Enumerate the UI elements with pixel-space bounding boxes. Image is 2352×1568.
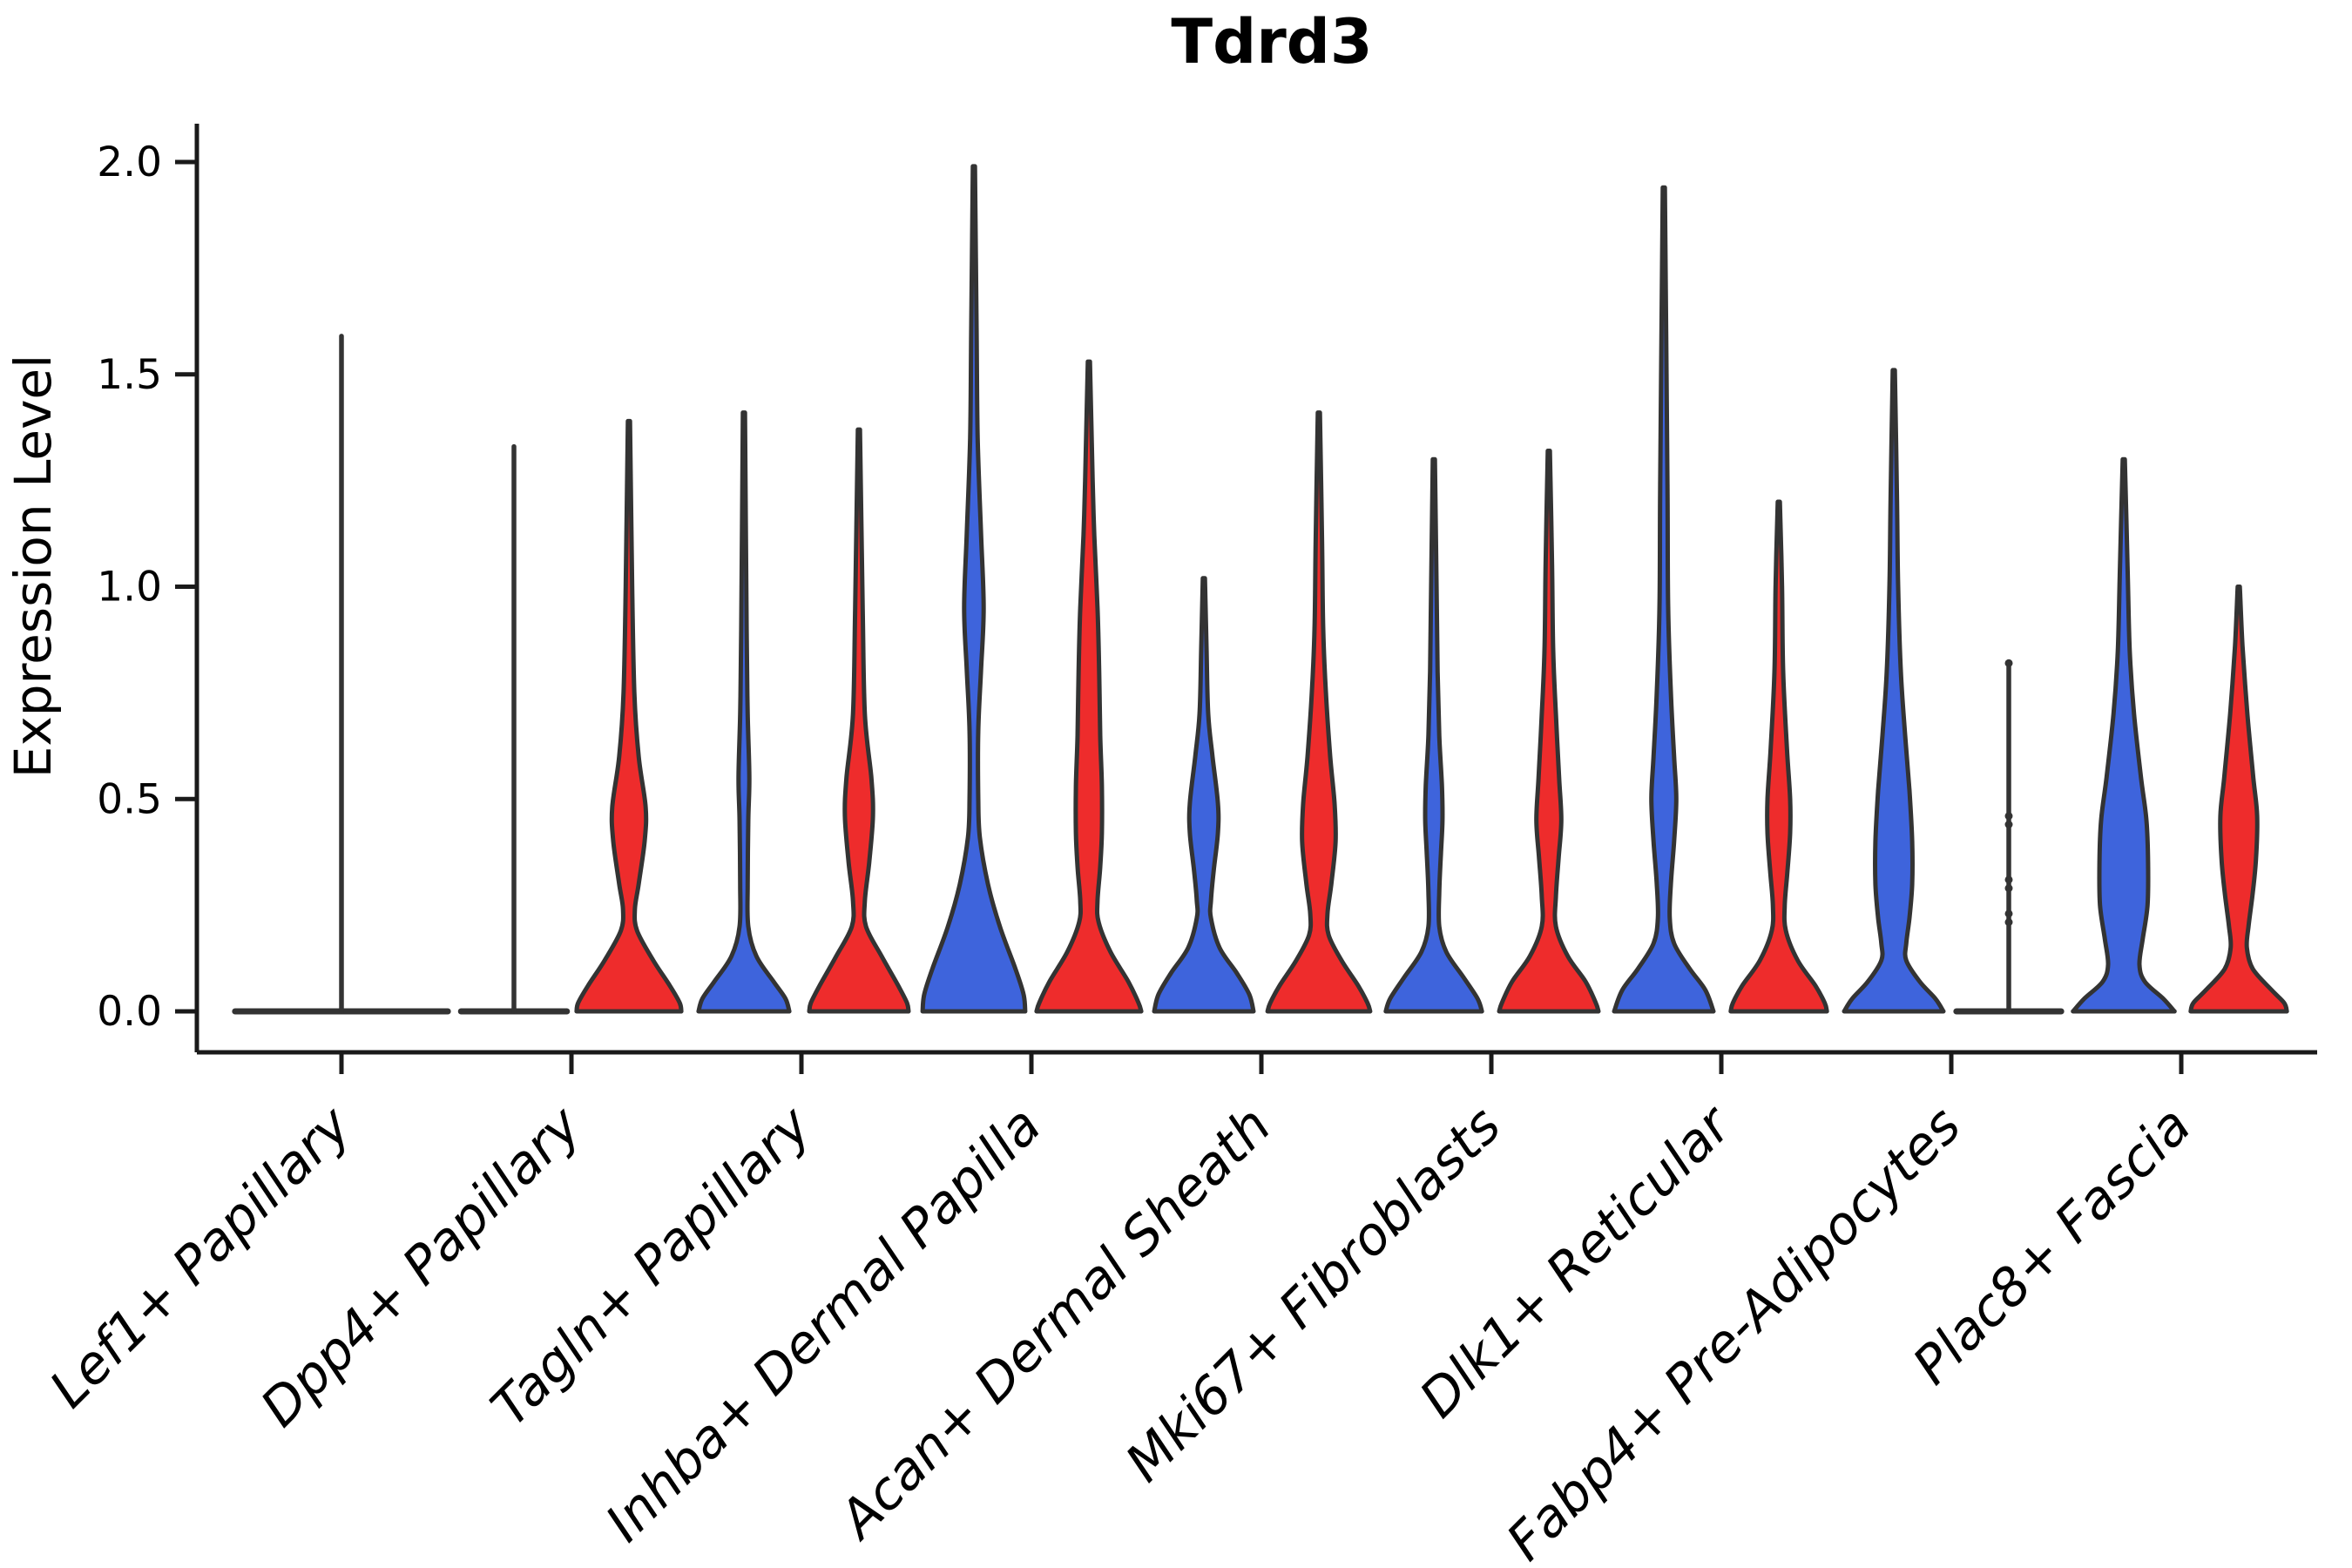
y-tick-label: 1.0: [97, 564, 162, 612]
violin-dlk1-reticular-right: [1728, 499, 1829, 1014]
violin-tagln-papillary-right-shape: [807, 427, 911, 1014]
violin-plac8-fascia-right: [2188, 585, 2289, 1014]
x-tick-label-inhba-dermal-papilla: Inhba+ Dermal Papilla: [594, 1095, 1052, 1553]
violin-inhba-dermal-papilla-left: [920, 164, 1028, 1014]
violin-dlk1-reticular-left-shape: [1612, 185, 1716, 1014]
violin-fabp4-pre-adipocytes-right: [1953, 659, 2065, 1015]
violin-fabp4-pre-adipocytes-right-density-knot: [2004, 909, 2013, 918]
violin-mki67-fibroblasts-right: [1497, 449, 1601, 1014]
violin-fabp4-pre-adipocytes-left-shape: [1842, 368, 1946, 1014]
violin-inhba-dermal-papilla-right-shape: [1034, 359, 1144, 1014]
violin-fabp4-pre-adipocytes-right-density-knot: [2004, 884, 2013, 893]
violin-fabp4-pre-adipocytes-left: [1842, 368, 1946, 1014]
y-tick-label: 1.5: [97, 351, 162, 399]
violin-fabp4-pre-adipocytes-right-density-knot: [2004, 812, 2013, 821]
violin-dlk1-reticular-left: [1612, 185, 1716, 1014]
violin-plac8-fascia-right-shape: [2188, 585, 2289, 1014]
plot-title: Tdrd3: [1171, 6, 1372, 78]
violin-acan-dermal-sheath-left: [1152, 576, 1256, 1014]
violin-acan-dermal-sheath-left-shape: [1152, 576, 1256, 1014]
violin-mki67-fibroblasts-right-shape: [1497, 449, 1601, 1014]
violin-mki67-fibroblasts-left-shape: [1383, 456, 1484, 1014]
violin-inhba-dermal-papilla-right: [1034, 359, 1144, 1014]
x-tick-label-fabp4-pre-adipocytes: Fabp4+ Pre-Adipocytes: [1495, 1095, 1972, 1568]
violin-acan-dermal-sheath-right: [1265, 410, 1373, 1014]
violins-layer: [232, 164, 2289, 1015]
violin-acan-dermal-sheath-right-shape: [1265, 410, 1373, 1014]
violin-fabp4-pre-adipocytes-right-density-knot: [2004, 821, 2013, 828]
violin-inhba-dermal-papilla-left-shape: [920, 164, 1028, 1014]
violin-tagln-papillary-left-shape: [696, 410, 792, 1014]
y-tick-label: 0.0: [97, 988, 162, 1036]
x-tick-label-acan-dermal-sheath: Acan+ Dermal Sheath: [826, 1095, 1283, 1552]
y-axis-label: Expression Level: [3, 355, 63, 778]
x-tick-label-mki67-fibroblasts: Mki67+ Fibroblasts: [1114, 1095, 1513, 1494]
violin-tagln-papillary-left: [696, 410, 792, 1014]
violin-fabp4-pre-adipocytes-right-density-knot: [2004, 659, 2013, 667]
violin-dpp4-papillary-right: [574, 418, 684, 1014]
violin-tagln-papillary-right: [807, 427, 911, 1014]
violin-lef1-papillary-center: [232, 334, 451, 1015]
violin-dpp4-papillary-left: [457, 443, 571, 1015]
violin-dlk1-reticular-right-shape: [1728, 499, 1829, 1014]
y-tick-label: 0.5: [97, 775, 162, 823]
violin-fabp4-pre-adipocytes-right-density-knot: [2004, 918, 2013, 927]
violin-fabp4-pre-adipocytes-right-density-knot: [2004, 875, 2013, 884]
violin-plac8-fascia-left-shape: [2071, 456, 2177, 1014]
violin-mki67-fibroblasts-left: [1383, 456, 1484, 1014]
violin-dpp4-papillary-right-shape: [574, 418, 684, 1014]
y-tick-label: 2.0: [97, 139, 162, 186]
violin-plac8-fascia-left: [2071, 456, 2177, 1014]
